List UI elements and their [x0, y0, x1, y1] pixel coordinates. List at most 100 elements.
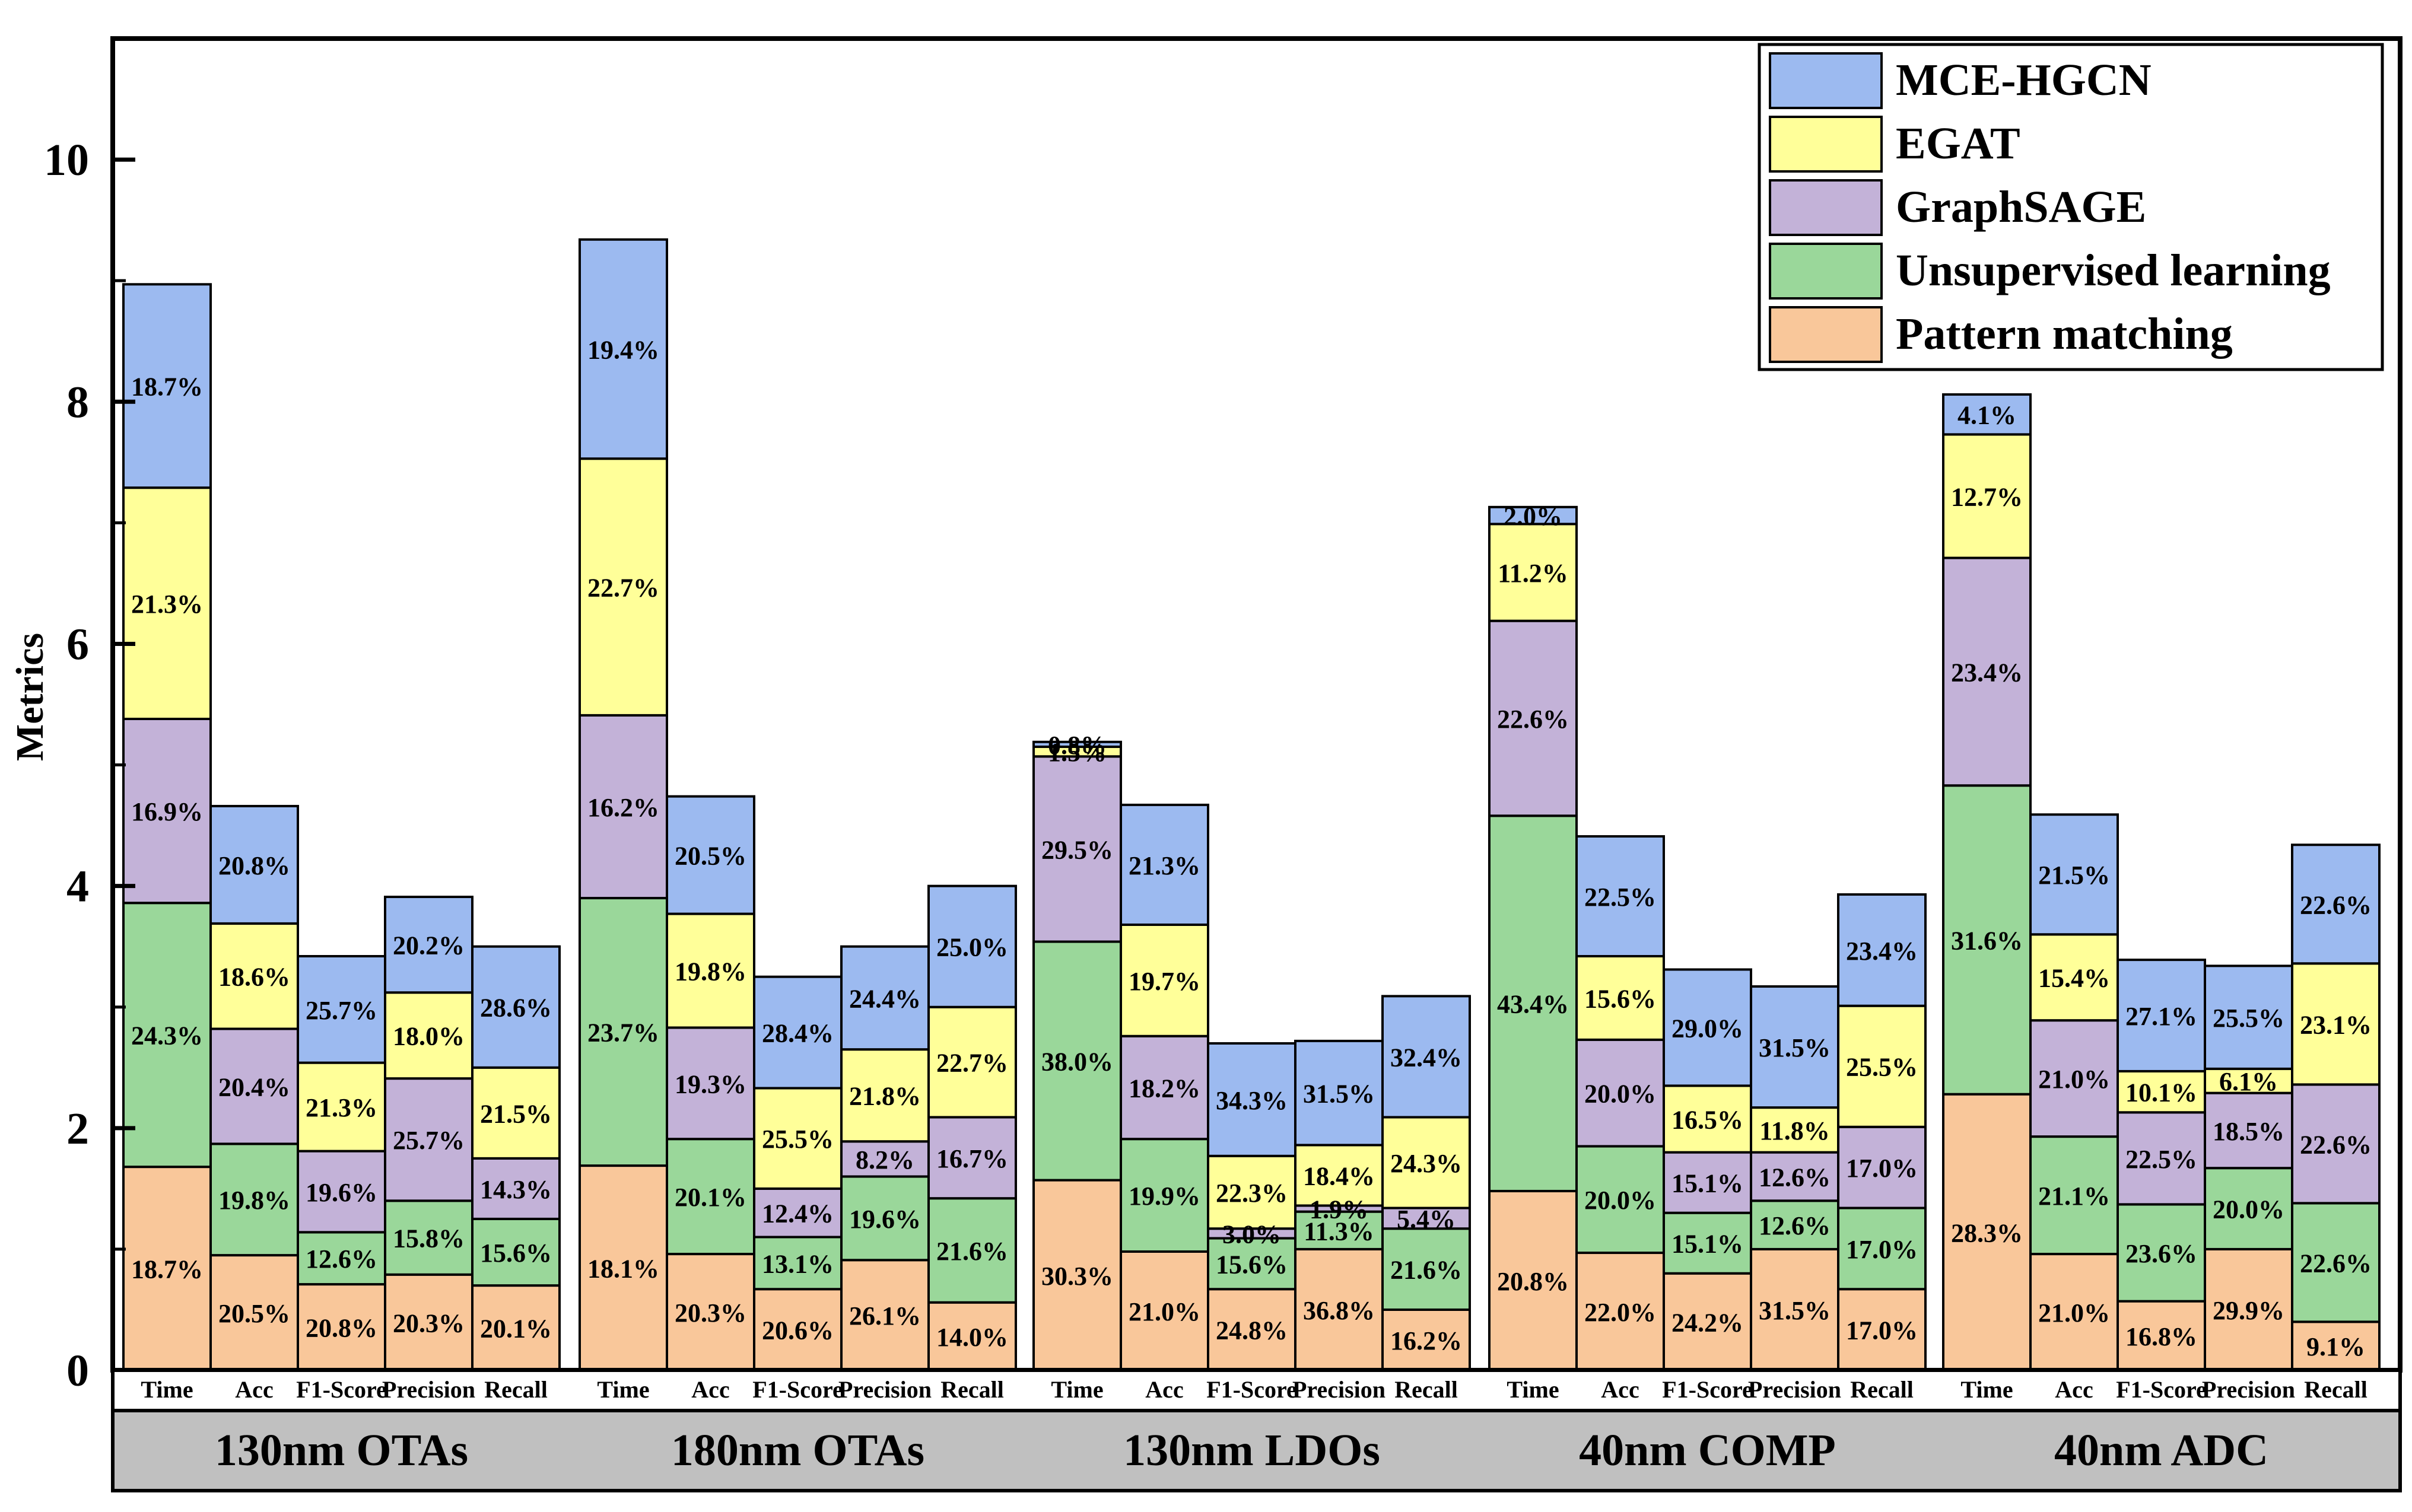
segment-label: 16.7% — [936, 1144, 1008, 1173]
legend-label-mce-hgcn: MCE-HGCN — [1896, 55, 2152, 105]
bar-segment-40nm-adc-f1-score-graphsage — [2117, 1111, 2206, 1206]
bar-segment-130nm-otas-time-pattern-matching — [122, 1166, 212, 1372]
segment-label: 22.5% — [2125, 1145, 2197, 1174]
metric-tick-label: F1-Score — [2116, 1376, 2207, 1403]
bar-segment-40nm-adc-recall-unsupervised-learning — [2291, 1202, 2381, 1323]
bar-segment-180nm-otas-recall-mce-hgcn — [927, 884, 1017, 1008]
metric-tick-label: F1-Score — [752, 1376, 843, 1403]
metric-tick-label: Acc — [235, 1376, 273, 1403]
metric-tick-label: Recall — [1394, 1376, 1458, 1403]
segment-label: 21.1% — [2038, 1182, 2110, 1211]
segment-label: 20.3% — [675, 1298, 746, 1328]
metric-tick-label: Precision — [382, 1376, 475, 1403]
bar-segment-40nm-comp-recall-egat — [1837, 1004, 1927, 1128]
segment-label: 14.3% — [480, 1175, 552, 1204]
bar-segment-180nm-otas-f1-score-unsupervised-learning — [753, 1236, 843, 1291]
segment-label: 22.5% — [1584, 883, 1656, 912]
segment-label: 27.1% — [2125, 1002, 2197, 1031]
bar-segment-40nm-adc-acc-unsupervised-learning — [2029, 1135, 2119, 1256]
segment-label: 20.1% — [675, 1183, 746, 1212]
segment-label: 2.0% — [1504, 502, 1562, 531]
segment-label: 20.4% — [218, 1072, 290, 1102]
segment-label: 20.8% — [1497, 1267, 1569, 1296]
legend-label-egat: EGAT — [1896, 119, 2020, 168]
segment-label: 21.3% — [306, 1093, 377, 1122]
segment-label: 22.6% — [1497, 705, 1569, 734]
segment-label: 8.2% — [856, 1145, 914, 1174]
metric-tick-label: Precision — [2202, 1376, 2295, 1403]
bar-segment-130nm-otas-precision-egat — [384, 991, 473, 1080]
segment-label: 20.1% — [480, 1314, 552, 1344]
segment-label: 16.8% — [2125, 1322, 2197, 1351]
bar-segment-130nm-ldos-acc-egat — [1120, 923, 1209, 1037]
segment-label: 25.0% — [936, 933, 1008, 962]
metric-tick-label: Time — [1507, 1376, 1559, 1403]
segment-label: 29.0% — [1671, 1014, 1743, 1043]
y-tick-label: 2 — [66, 1104, 89, 1154]
segment-label: 28.6% — [480, 994, 552, 1023]
metric-tick-label: Recall — [2304, 1376, 2367, 1403]
y-axis: 0 2 4 6 8 10 — [44, 135, 135, 1396]
bar-segment-130nm-otas-acc-egat — [209, 922, 299, 1030]
group-label: 40nm ADC — [2054, 1425, 2268, 1475]
bar-segment-130nm-ldos-recall-mce-hgcn — [1381, 995, 1471, 1119]
segment-label: 16.9% — [131, 797, 203, 826]
bar-segment-40nm-adc-acc-mce-hgcn — [2029, 813, 2119, 936]
segment-label: 18.5% — [2213, 1117, 2284, 1146]
segment-label: 18.1% — [587, 1255, 659, 1284]
bar-segment-130nm-otas-precision-pattern-matching — [384, 1273, 473, 1371]
segment-label: 11.3% — [1304, 1217, 1374, 1246]
segment-label: 31.5% — [1759, 1296, 1831, 1325]
segment-label: 20.0% — [1584, 1186, 1656, 1215]
bar-segment-40nm-adc-recall-mce-hgcn — [2291, 843, 2381, 965]
segment-label: 12.6% — [1759, 1211, 1831, 1240]
bar-segment-130nm-otas-recall-egat — [471, 1066, 561, 1160]
segment-label: 22.0% — [1584, 1298, 1656, 1327]
bar-segment-130nm-otas-time-mce-hgcn — [122, 283, 212, 489]
segment-label: 25.5% — [1846, 1053, 1918, 1082]
metric-tick-label: Recall — [484, 1376, 548, 1403]
bar-segment-130nm-ldos-recall-graphsage — [1381, 1207, 1471, 1230]
bar-segment-40nm-adc-acc-egat — [2029, 933, 2119, 1022]
segment-label: 20.5% — [675, 842, 746, 871]
segment-label: 32.4% — [1390, 1043, 1462, 1072]
segment-label: 17.0% — [1846, 1235, 1918, 1264]
bar-segment-180nm-otas-time-pattern-matching — [579, 1164, 668, 1371]
metric-tick-label: Time — [597, 1376, 649, 1403]
bar-segment-130nm-otas-f1-score-graphsage — [297, 1150, 386, 1234]
segment-label: 11.8% — [1759, 1116, 1830, 1145]
bar-segment-180nm-otas-acc-graphsage — [666, 1026, 755, 1141]
segment-label: 20.3% — [393, 1309, 465, 1338]
segment-label: 21.5% — [2038, 861, 2110, 890]
bar-segment-130nm-ldos-f1-score-mce-hgcn — [1207, 1042, 1296, 1157]
bar-segment-130nm-otas-precision-unsupervised-learning — [384, 1199, 473, 1276]
segment-label: 18.4% — [1303, 1161, 1375, 1190]
bar-segment-40nm-adc-acc-pattern-matching — [2029, 1253, 2119, 1372]
segment-label: 21.5% — [480, 1099, 552, 1128]
segment-label: 23.4% — [1951, 658, 2023, 687]
segment-label: 22.7% — [587, 574, 659, 603]
bar-segment-40nm-adc-time-pattern-matching — [1942, 1093, 2032, 1371]
segment-label: 1.5% — [1048, 738, 1107, 767]
bar-segment-130nm-ldos-time-unsupervised-learning — [1032, 940, 1122, 1182]
segment-label: 38.0% — [1041, 1048, 1113, 1077]
metric-tick-label: Acc — [1601, 1376, 1639, 1403]
bar-segment-180nm-otas-precision-egat — [840, 1048, 930, 1143]
segment-label: 19.7% — [1129, 967, 1200, 996]
bar-segment-130nm-ldos-time-mce-hgcn — [1032, 740, 1122, 748]
segment-label: 18.6% — [218, 963, 290, 992]
legend-swatch-graphsage — [1769, 179, 1883, 236]
segment-label: 12.7% — [1951, 482, 2023, 511]
segment-label: 43.4% — [1497, 990, 1569, 1019]
segment-label: 21.0% — [1129, 1297, 1200, 1326]
y-tick-label: 8 — [66, 377, 89, 427]
bar-segment-180nm-otas-acc-egat — [666, 912, 755, 1029]
segment-label: 21.6% — [1390, 1256, 1462, 1285]
bar-segment-130nm-ldos-recall-unsupervised-learning — [1381, 1227, 1471, 1311]
segment-label: 18.0% — [393, 1022, 465, 1051]
bar-segment-130nm-ldos-f1-score-pattern-matching — [1207, 1288, 1296, 1371]
bar-segment-40nm-adc-precision-mce-hgcn — [2204, 965, 2293, 1070]
y-tick-label: 10 — [44, 135, 89, 185]
group-label: 130nm OTAs — [215, 1425, 468, 1475]
bar-segment-130nm-otas-precision-mce-hgcn — [384, 896, 473, 994]
